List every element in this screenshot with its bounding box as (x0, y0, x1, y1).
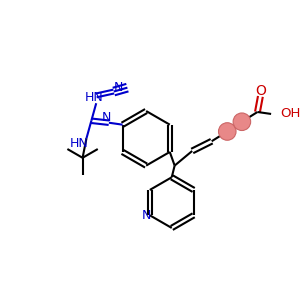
Circle shape (233, 113, 251, 130)
Text: N: N (114, 81, 123, 94)
Text: O: O (255, 84, 266, 98)
Text: HN: HN (69, 137, 88, 150)
Text: N: N (142, 209, 152, 222)
Circle shape (218, 123, 236, 140)
Text: N: N (101, 111, 111, 124)
Text: OH: OH (280, 107, 300, 120)
Text: HN: HN (85, 91, 104, 104)
